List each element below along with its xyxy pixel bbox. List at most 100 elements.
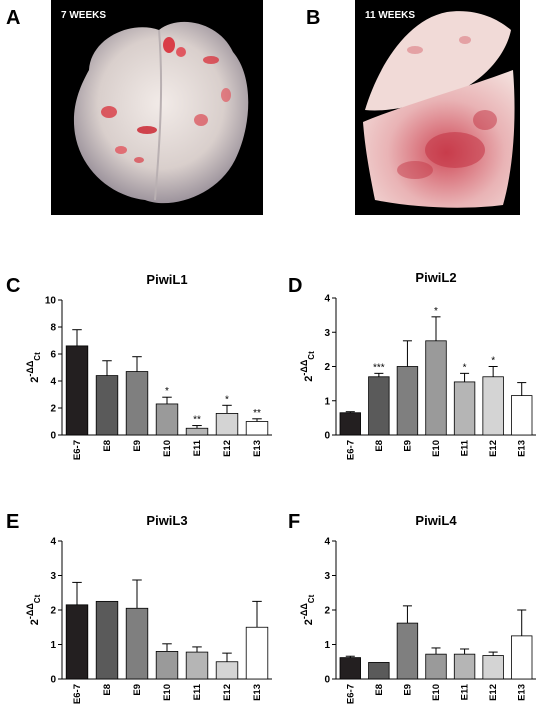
y-tick-label: 6 — [50, 350, 56, 361]
y-tick-label: 0 — [50, 675, 56, 686]
bar-e10 — [155, 651, 179, 680]
bar-e12 — [482, 655, 504, 680]
x-tick-label: E10 — [162, 684, 173, 701]
significance-label: ** — [253, 408, 261, 419]
y-tick-label: 0 — [324, 431, 330, 442]
x-tick-label: E13 — [252, 684, 263, 701]
x-tick-label: E9 — [402, 684, 413, 696]
lung-image-b — [363, 11, 515, 208]
chart-title: PiwiL1 — [146, 272, 187, 287]
bar-e11 — [453, 653, 476, 680]
bar-e8 — [368, 376, 390, 436]
x-tick-label: E8 — [374, 440, 385, 452]
x-tick-label: E6-7 — [345, 684, 356, 704]
bar-e12 — [482, 376, 504, 436]
bar-e8 — [95, 600, 119, 680]
lung-photo-7-weeks: 7 WEEKS — [51, 0, 263, 215]
x-tick-label: E11 — [460, 439, 471, 456]
y-tick-label: 1 — [50, 640, 56, 651]
bar-e6-7 — [65, 345, 89, 436]
bar-e11 — [185, 651, 209, 680]
chart-piwil3: PiwiL3 2-ΔΔCt 0 1 2 3 4 E6-7 E8 E9 E10 E11 E12 E13 — [25, 513, 272, 704]
chart-title: PiwiL3 — [146, 513, 187, 528]
bar-e11 — [185, 427, 209, 436]
y-tick-label: 2 — [324, 362, 330, 373]
chart-title: PiwiL2 — [415, 270, 456, 285]
y-tick-label: 4 — [324, 537, 330, 548]
x-tick-label: E8 — [102, 440, 113, 452]
bar-e10 — [155, 403, 179, 436]
significance-label: * — [165, 386, 169, 397]
y-tick-label: 10 — [45, 296, 57, 307]
bar-e13 — [245, 421, 269, 436]
y-tick-label: 3 — [324, 328, 330, 339]
lung-image-a — [73, 21, 249, 204]
x-tick-label: E11 — [192, 439, 203, 456]
bar-e9 — [125, 607, 149, 680]
bar-e11 — [453, 381, 476, 436]
x-tick-label: E6-7 — [345, 440, 356, 460]
y-tick-label: 3 — [324, 571, 330, 582]
bar-e9 — [396, 366, 419, 436]
bar-e9 — [396, 622, 419, 680]
bar-e6-7 — [65, 604, 89, 680]
bar-e13 — [511, 395, 533, 436]
x-tick-label: E12 — [222, 684, 233, 701]
y-tick-label: 0 — [50, 431, 56, 442]
y-tick-label: 2 — [50, 606, 56, 617]
significance-label: ** — [193, 415, 201, 426]
y-axis-label: 2-ΔΔCt — [25, 352, 42, 383]
significance-label: * — [434, 306, 438, 317]
x-tick-label: E10 — [162, 440, 173, 457]
y-tick-label: 4 — [50, 537, 56, 548]
bar-e12 — [215, 661, 239, 680]
y-tick-label: 4 — [324, 294, 330, 305]
panel-letter-d: D — [288, 275, 303, 297]
significance-label: * — [491, 356, 495, 367]
y-tick-label: 3 — [50, 571, 56, 582]
bar-e13 — [511, 635, 533, 680]
bar-e12 — [215, 412, 239, 436]
x-tick-label: E9 — [132, 684, 143, 696]
bar-e6-7 — [339, 657, 361, 680]
x-tick-label: E13 — [517, 440, 528, 457]
y-axis-label: 2-ΔΔCt — [25, 594, 42, 625]
bar-e10 — [425, 340, 447, 436]
x-tick-label: E12 — [222, 440, 233, 457]
x-tick-label: E8 — [374, 684, 385, 696]
y-tick-label: 2 — [50, 404, 56, 415]
chart-title: PiwiL4 — [415, 513, 457, 528]
photo-label-11-weeks: 11 WEEKS — [365, 10, 416, 21]
lung-photo-11-weeks: 11 WEEKS — [355, 0, 520, 215]
chart-piwil2: PiwiL2 2-ΔΔCt 0 1 2 3 4 E6-7 *** E8 E9 * E10 * E11 * E12… — [299, 270, 536, 460]
bar-e10 — [425, 653, 447, 680]
x-tick-label: E10 — [431, 684, 442, 701]
x-tick-label: E11 — [460, 683, 471, 700]
y-axis-label: 2-ΔΔCt — [299, 351, 316, 382]
bar-e6-7 — [339, 412, 361, 436]
significance-label: * — [225, 394, 229, 405]
y-tick-label: 1 — [324, 640, 330, 651]
chart-piwil1: PiwiL1 2-ΔΔCt 0 2 4 6 8 10 E6-7 E8 E9 * E10 ** E11 * E12… — [25, 272, 272, 460]
y-axis-label: 2-ΔΔCt — [299, 594, 316, 625]
panel-letter-f: F — [288, 511, 301, 533]
y-tick-label: 1 — [324, 396, 330, 407]
x-tick-label: E9 — [402, 440, 413, 452]
x-tick-label: E13 — [252, 440, 263, 457]
x-tick-label: E9 — [132, 440, 143, 452]
x-tick-label: E8 — [102, 684, 113, 696]
significance-label: *** — [373, 362, 385, 373]
bar-e13 — [245, 626, 269, 680]
panel-letter-e: E — [6, 511, 20, 533]
x-tick-label: E10 — [431, 440, 442, 457]
y-tick-label: 8 — [50, 323, 56, 334]
bar-e8 — [368, 662, 390, 680]
significance-label: * — [463, 362, 467, 373]
chart-piwil4: PiwiL4 2-ΔΔCt 0 1 2 3 4 E6-7 E8 E9 E10 E11 E12 E13 — [299, 513, 536, 704]
y-tick-label: 2 — [324, 606, 330, 617]
y-tick-label: 0 — [324, 675, 330, 686]
panel-letter-c: C — [6, 275, 21, 297]
y-tick-label: 4 — [50, 377, 56, 388]
panel-letter-a: A — [6, 7, 21, 29]
